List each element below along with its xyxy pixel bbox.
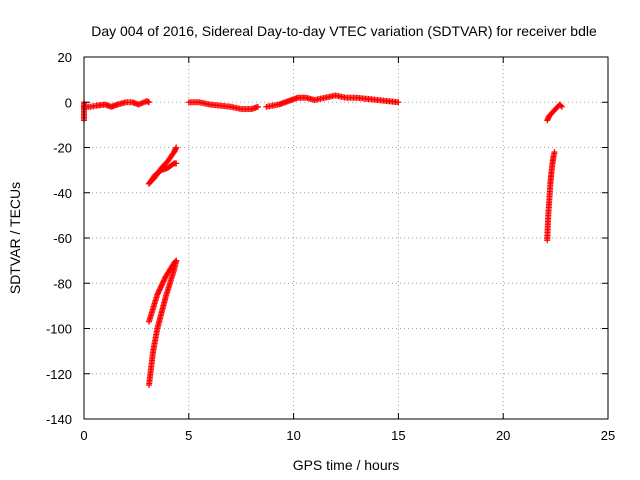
y-tick-label: -140: [46, 412, 72, 427]
data-point: [551, 149, 558, 156]
x-tick-label: 20: [496, 428, 510, 443]
y-tick-label: -100: [46, 322, 72, 337]
y-tick-label: -80: [53, 276, 72, 291]
data-point: [173, 160, 180, 167]
data-point: [557, 102, 564, 109]
data-point: [395, 99, 402, 106]
axis-ticks: [83, 56, 609, 420]
x-axis-label: GPS time / hours: [293, 457, 400, 473]
x-tick-label: 15: [391, 428, 405, 443]
x-tick-label: 10: [286, 428, 300, 443]
data-point: [254, 103, 261, 110]
y-axis-label: SDTVAR / TECUs: [7, 182, 23, 294]
y-tick-label: -20: [53, 141, 72, 156]
x-tick-label: 0: [80, 428, 87, 443]
data-point: [145, 99, 152, 106]
y-tick-label: -120: [46, 367, 72, 382]
grid: [84, 57, 608, 419]
tick-labels: 0 5 10 15 20 25 20 0 -20 -40 -60 -80 -100 -120 -140: [46, 50, 615, 443]
chart-title: Day 004 of 2016, Sidereal Day-to-day VTE…: [91, 23, 597, 39]
data-point: [173, 144, 180, 151]
data-points: [81, 92, 565, 389]
y-tick-label: -40: [53, 186, 72, 201]
x-tick-label: 5: [185, 428, 192, 443]
x-tick-label: 25: [601, 428, 615, 443]
plot-frame: [83, 56, 609, 420]
y-tick-label: -60: [53, 231, 72, 246]
data-point: [558, 103, 565, 110]
data-point: [173, 257, 180, 264]
y-tick-label: 20: [58, 50, 72, 65]
y-tick-label: 0: [65, 95, 72, 110]
